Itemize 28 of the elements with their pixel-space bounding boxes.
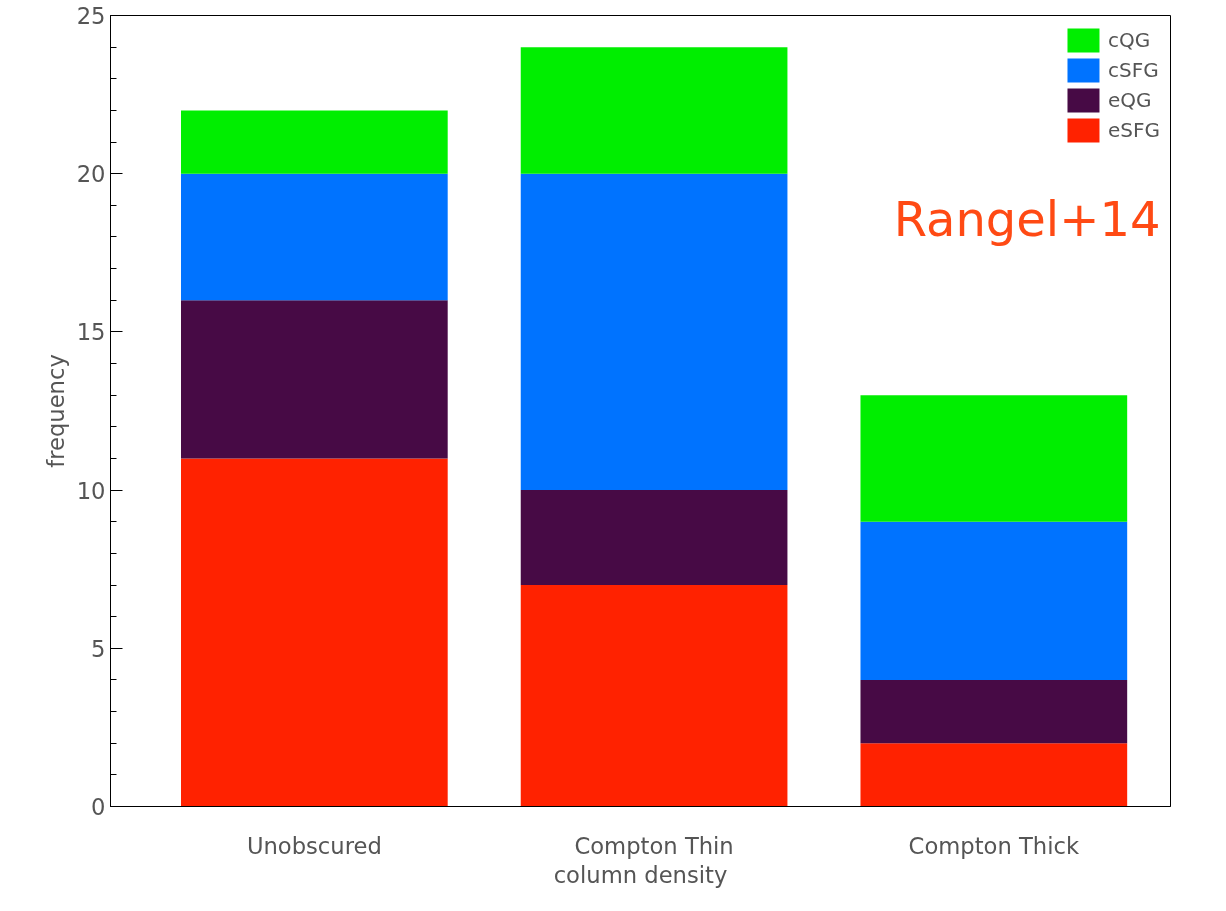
legend-label: cQG — [1107, 28, 1151, 52]
y-tick-label: 0 — [91, 794, 106, 820]
bar — [860, 395, 1128, 522]
bar — [181, 300, 448, 459]
bar — [520, 47, 788, 174]
bar — [520, 173, 788, 491]
x-tick-label: Compton Thin — [574, 832, 734, 859]
legend-label: cSFG — [1107, 58, 1159, 82]
y-tick-label: 20 — [76, 161, 106, 188]
x-axis-title: column density — [553, 861, 728, 888]
bar — [181, 110, 448, 174]
legend-label: eQG — [1107, 88, 1152, 112]
y-tick-label: 15 — [76, 319, 106, 346]
bar — [860, 743, 1128, 807]
y-tick-label: 10 — [76, 477, 106, 504]
x-tick-label: Unobscured — [246, 832, 382, 859]
bar — [860, 521, 1128, 680]
y-tick-label: 5 — [91, 635, 106, 662]
bar — [181, 173, 448, 301]
bar — [520, 585, 788, 807]
y-tick-label: 25 — [76, 3, 106, 29]
y-axis-title: frequency — [42, 354, 69, 468]
bar — [181, 458, 448, 807]
bar — [520, 490, 788, 586]
legend-label: eSFG — [1107, 118, 1160, 142]
x-tick-label: Compton Thick — [908, 832, 1080, 859]
bar — [860, 679, 1128, 744]
annotation: Rangel+14 — [893, 190, 1161, 247]
